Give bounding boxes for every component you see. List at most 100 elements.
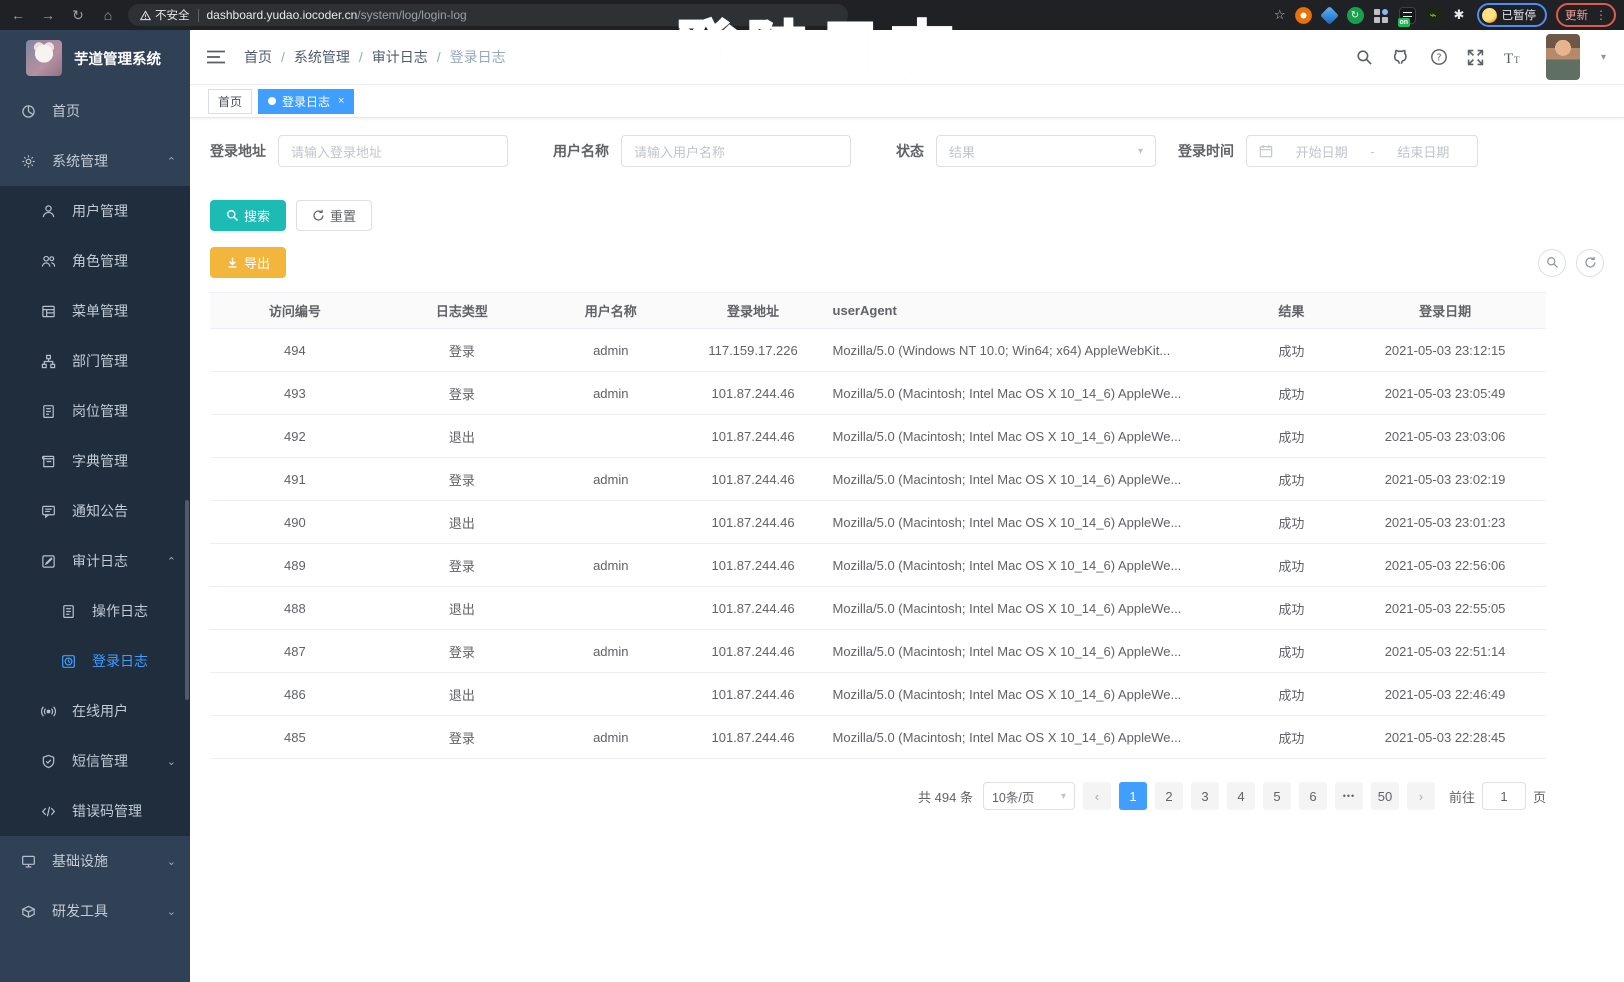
hamburger-icon[interactable] bbox=[206, 49, 228, 65]
app-logo-row[interactable]: 芋道管理系统 bbox=[0, 30, 190, 86]
cell: 成功 bbox=[1278, 644, 1305, 660]
cell: 2021-05-03 22:46:49 bbox=[1384, 686, 1506, 702]
username-input[interactable]: 请输入用户名称 bbox=[621, 135, 851, 167]
sidebar-item-label: 短信管理 bbox=[72, 753, 128, 769]
sidebar-item-dict[interactable]: 字典管理 bbox=[0, 436, 190, 486]
table-row: 493 登录 admin 101.87.244.46 Mozilla/5.0 (Maci… bbox=[210, 372, 1546, 415]
page-button-1[interactable]: 1 bbox=[1118, 782, 1147, 810]
browser-back-icon[interactable]: ← bbox=[11, 7, 25, 23]
cell: 101.87.244.46 bbox=[711, 729, 795, 745]
download-icon bbox=[228, 257, 237, 268]
warning-icon bbox=[140, 9, 151, 20]
code-icon bbox=[40, 804, 56, 819]
extensions-puzzle-icon[interactable]: ✱ bbox=[1453, 7, 1465, 22]
sidebar-item-system[interactable]: 系统管理 ⌃ bbox=[0, 136, 190, 186]
browser-menu-icon[interactable]: ⋮ bbox=[1595, 8, 1607, 22]
page-button-3[interactable]: 3 bbox=[1190, 782, 1219, 810]
date-range-picker[interactable]: 开始日期 - 结束日期 bbox=[1246, 135, 1478, 167]
extension-list-icon[interactable]: on bbox=[1397, 6, 1416, 27]
extension-orange-icon[interactable] bbox=[1294, 6, 1312, 24]
sidebar-item-dept[interactable]: 部门管理 bbox=[0, 336, 190, 386]
sidebar-item-audit-log[interactable]: 审计日志 ⌃ bbox=[0, 536, 190, 586]
chevron-down-icon: ⌄ bbox=[166, 755, 176, 768]
end-date-input[interactable]: 结束日期 bbox=[1397, 144, 1450, 160]
extension-blue-diamond-icon[interactable] bbox=[1319, 5, 1339, 25]
breadcrumb-audit[interactable]: 审计日志 bbox=[371, 49, 428, 65]
cell: Mozilla/5.0 (Macintosh; Intel Mac OS X 1… bbox=[832, 729, 1182, 745]
reset-button[interactable]: 重置 bbox=[296, 200, 373, 231]
user-avatar[interactable] bbox=[1545, 34, 1580, 80]
gear-icon bbox=[20, 154, 36, 169]
sidebar-scrollbar[interactable] bbox=[185, 500, 189, 700]
sidebar-item-sms[interactable]: 短信管理 ⌄ bbox=[0, 736, 190, 786]
cell: 101.87.244.46 bbox=[711, 686, 795, 702]
prev-page-button[interactable]: ‹ bbox=[1082, 782, 1111, 810]
sidebar-item-role[interactable]: 角色管理 bbox=[0, 236, 190, 286]
page-button-5[interactable]: 5 bbox=[1262, 782, 1291, 810]
next-page-button[interactable]: › bbox=[1406, 782, 1435, 810]
sidebar-item-menu[interactable]: 菜单管理 bbox=[0, 286, 190, 336]
more-pages-button[interactable]: ••• bbox=[1334, 782, 1363, 810]
page-button-4[interactable]: 4 bbox=[1226, 782, 1255, 810]
sidebar-item-error-code[interactable]: 错误码管理 bbox=[0, 786, 190, 836]
close-icon[interactable]: × bbox=[338, 95, 345, 107]
address-input[interactable]: 请输入登录地址 bbox=[278, 135, 508, 167]
browser-reload-icon[interactable]: ↻ bbox=[72, 6, 84, 23]
page-button-50[interactable]: 50 bbox=[1370, 782, 1399, 810]
cell: 2021-05-03 23:12:15 bbox=[1384, 342, 1506, 358]
search-icon[interactable] bbox=[1355, 47, 1375, 67]
goto-page-input[interactable]: 1 bbox=[1481, 782, 1526, 810]
browser-home-icon[interactable]: ⌂ bbox=[103, 7, 113, 23]
extension-grid-icon[interactable] bbox=[1373, 7, 1390, 24]
sidebar-item-operate-log[interactable]: 操作日志 bbox=[0, 586, 190, 636]
sidebar-item-home[interactable]: 首页 bbox=[0, 86, 190, 136]
profile-paused-chip[interactable]: 已暂停 bbox=[1476, 3, 1547, 27]
sidebar-item-dev-tools[interactable]: 研发工具 ⌄ bbox=[0, 886, 190, 936]
sidebar-item-label: 字典管理 bbox=[72, 453, 128, 469]
page-button-2[interactable]: 2 bbox=[1154, 782, 1183, 810]
sidebar-item-login-log[interactable]: 登录日志 bbox=[0, 636, 190, 686]
search-button[interactable]: 搜索 bbox=[210, 200, 287, 231]
address-bar[interactable]: 不安全 dashboard.yudao.iocoder.cn/system/lo… bbox=[128, 4, 848, 26]
toggle-search-button[interactable] bbox=[1538, 248, 1566, 277]
cell: admin bbox=[593, 643, 629, 659]
sidebar-item-label: 岗位管理 bbox=[72, 403, 128, 419]
fullscreen-icon[interactable] bbox=[1466, 47, 1486, 67]
page-button-6[interactable]: 6 bbox=[1298, 782, 1327, 810]
sidebar-item-user[interactable]: 用户管理 bbox=[0, 186, 190, 236]
tag-home[interactable]: 首页 bbox=[208, 88, 253, 114]
logininfor-icon bbox=[60, 654, 76, 669]
sidebar-item-label: 基础设施 bbox=[52, 853, 108, 869]
sidebar-item-online-user[interactable]: 在线用户 bbox=[0, 686, 190, 736]
cell: 487 bbox=[283, 643, 306, 659]
github-icon[interactable] bbox=[1392, 47, 1412, 67]
chevron-up-icon: ⌃ bbox=[166, 155, 176, 168]
start-date-input[interactable]: 开始日期 bbox=[1295, 144, 1348, 160]
bookmark-star-icon[interactable]: ☆ bbox=[1273, 7, 1286, 22]
extension-plant-icon[interactable]: ⌁ bbox=[1424, 6, 1442, 24]
refresh-table-button[interactable] bbox=[1576, 248, 1604, 277]
tag-login-log[interactable]: 登录日志 × bbox=[258, 88, 355, 114]
status-select[interactable]: 结果 ▾ bbox=[936, 135, 1156, 167]
sidebar-item-post[interactable]: 岗位管理 bbox=[0, 386, 190, 436]
sidebar-item-notice[interactable]: 通知公告 bbox=[0, 486, 190, 536]
sidebar-item-infra[interactable]: 基础设施 ⌄ bbox=[0, 836, 190, 886]
chrome-update-chip[interactable]: 更新 ⋮ bbox=[1556, 3, 1616, 27]
help-icon[interactable]: ? bbox=[1429, 47, 1449, 67]
breadcrumb-system[interactable]: 系统管理 bbox=[293, 49, 350, 65]
export-button[interactable]: 导出 bbox=[210, 247, 287, 278]
page-size-select[interactable]: 10条/页 ▾ bbox=[982, 782, 1075, 810]
table-row: 485 登录 admin 101.87.244.46 Mozilla/5.0 (Maci… bbox=[210, 716, 1546, 759]
table-row: 491 登录 admin 101.87.244.46 Mozilla/5.0 (Maci… bbox=[210, 458, 1546, 501]
goto-label: 前往 bbox=[1448, 789, 1475, 805]
sidebar-item-label: 用户管理 bbox=[72, 203, 128, 219]
extension-green-refresh-icon[interactable]: ↻ bbox=[1346, 6, 1364, 24]
not-secure-chip[interactable]: 不安全 bbox=[140, 7, 190, 23]
breadcrumb-home[interactable]: 首页 bbox=[244, 49, 272, 65]
chevron-down-icon[interactable]: ▾ bbox=[1600, 51, 1606, 63]
cell: 登录 bbox=[448, 644, 475, 660]
browser-forward-icon[interactable]: → bbox=[41, 7, 55, 23]
column-header: 用户名称 bbox=[584, 304, 637, 319]
breadcrumb-current: 登录日志 bbox=[449, 49, 506, 65]
